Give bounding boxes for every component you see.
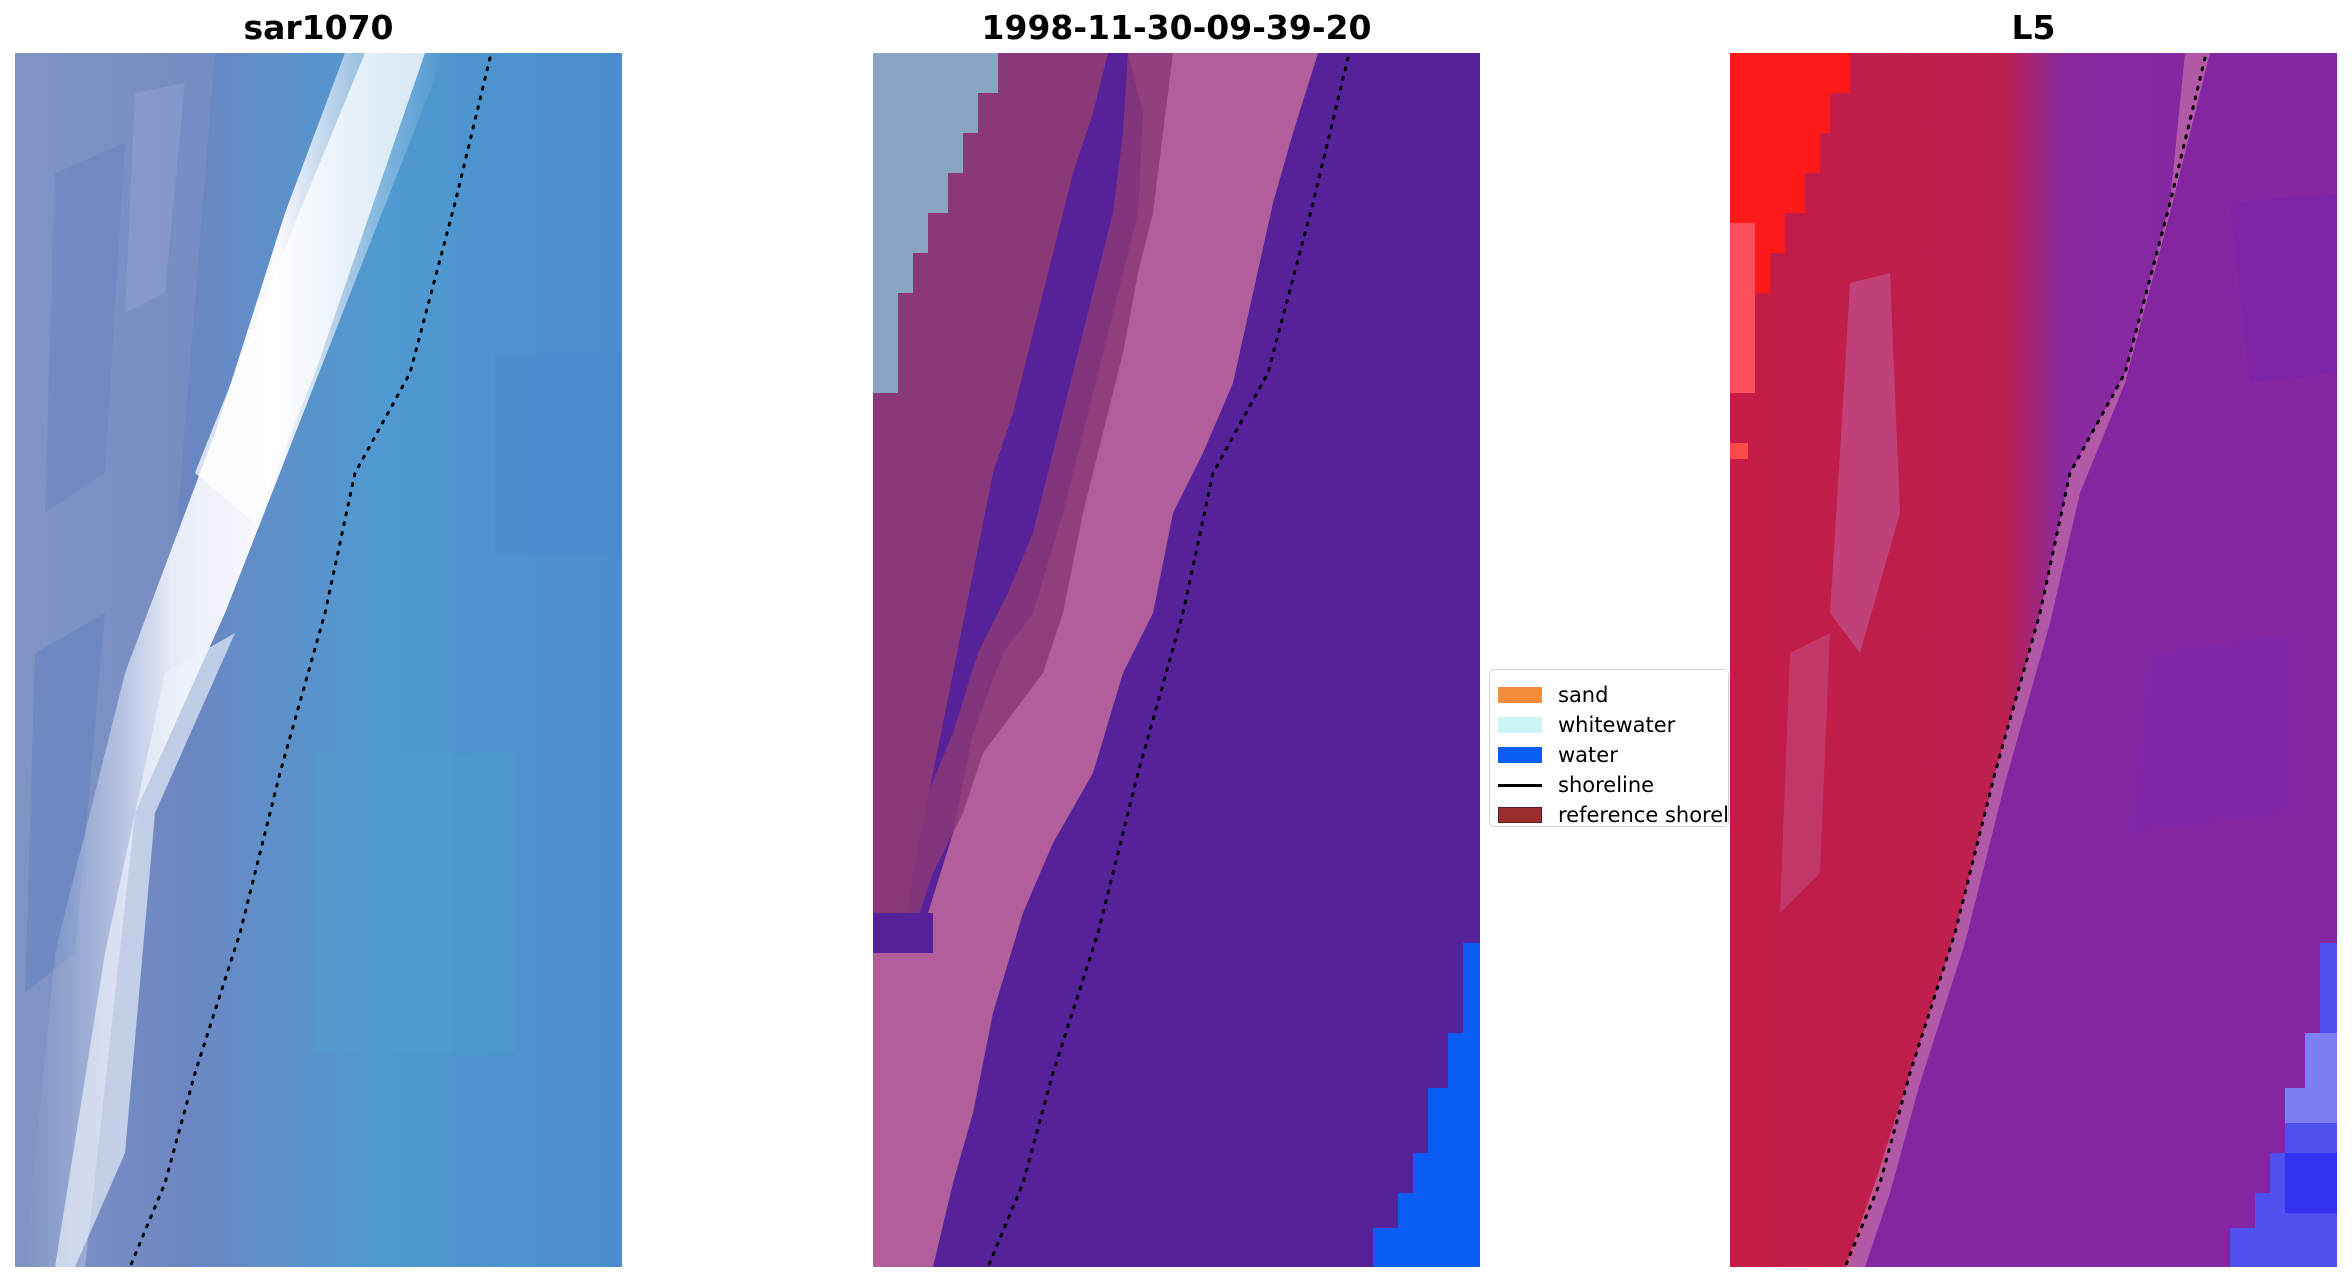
legend: sand whitewater water shoreline referenc… bbox=[1489, 669, 1729, 827]
l5-panel bbox=[1730, 53, 2337, 1267]
legend-item-reference-shoreline: reference shoreline bbox=[1498, 800, 1729, 827]
legend-label-whitewater: whitewater bbox=[1558, 713, 1676, 737]
legend-patch-water bbox=[1498, 747, 1542, 763]
panel-title-classification: 1998-11-30-09-39-20 bbox=[981, 8, 1372, 47]
rgb-image bbox=[15, 53, 622, 1267]
legend-label-shoreline: shoreline bbox=[1558, 773, 1655, 797]
legend-patch-sand bbox=[1498, 687, 1542, 703]
panel-title-rgb: sar1070 bbox=[243, 8, 394, 47]
legend-item-shoreline: shoreline bbox=[1498, 770, 1654, 800]
panel-title-l5: L5 bbox=[2011, 8, 2056, 47]
legend-item-whitewater: whitewater bbox=[1498, 710, 1675, 740]
classification-panel bbox=[873, 53, 1480, 1267]
l5-image bbox=[1730, 53, 2337, 1267]
legend-item-sand: sand bbox=[1498, 680, 1608, 710]
rgb-image-panel bbox=[15, 53, 622, 1267]
legend-patch-whitewater bbox=[1498, 717, 1542, 733]
legend-patch-reference-shoreline bbox=[1498, 807, 1542, 823]
legend-item-water: water bbox=[1498, 740, 1618, 770]
legend-line-shoreline bbox=[1498, 783, 1542, 787]
legend-label-sand: sand bbox=[1558, 683, 1609, 707]
classification-image bbox=[873, 53, 1480, 1267]
legend-label-reference-shoreline: reference shoreline bbox=[1558, 803, 1729, 827]
legend-label-water: water bbox=[1558, 743, 1618, 767]
